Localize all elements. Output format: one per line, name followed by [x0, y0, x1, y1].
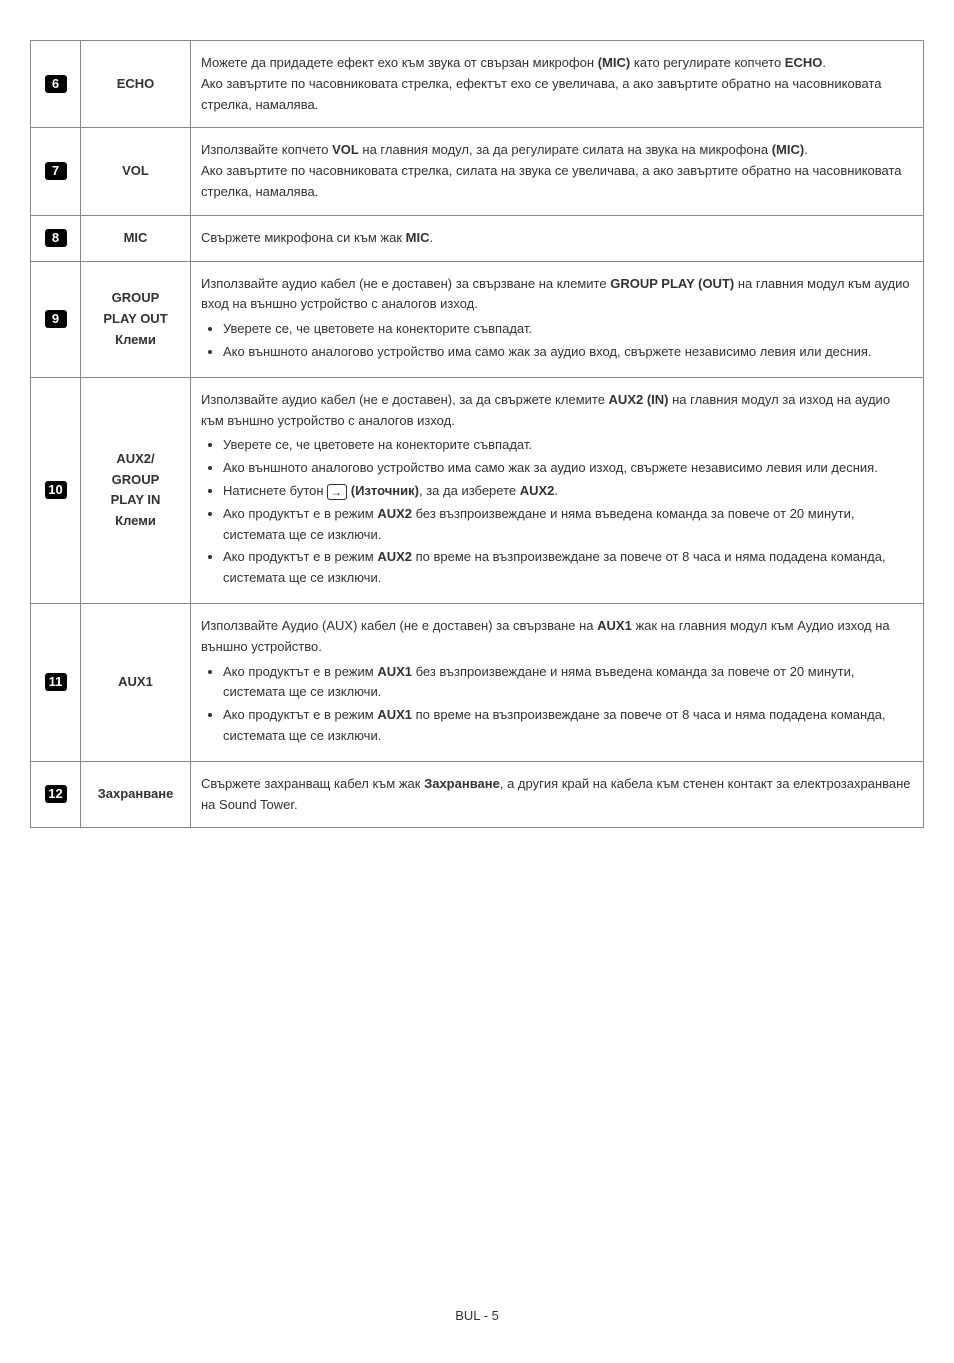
row-number-cell: 8 — [31, 215, 81, 261]
row-label-cell: AUX1 — [81, 603, 191, 761]
row-number-badge: 11 — [45, 673, 67, 691]
row-number-cell: 6 — [31, 41, 81, 128]
row-description-cell: Използвайте Аудио (AUX) кабел (не е дост… — [191, 603, 924, 761]
row-description-cell: Използвайте копчето VOL на главния модул… — [191, 128, 924, 215]
table-row: 11 AUX1Използвайте Аудио (AUX) кабел (не … — [31, 603, 924, 761]
row-number-cell: 7 — [31, 128, 81, 215]
table-row: 8 MICСвържете микрофона си към жак MIC. — [31, 215, 924, 261]
row-label-cell: AUX2/GROUPPLAY INКлеми — [81, 377, 191, 603]
row-number-badge: 6 — [45, 75, 67, 93]
row-number-badge: 10 — [45, 481, 67, 499]
row-description-cell: Свържете микрофона си към жак MIC. — [191, 215, 924, 261]
table-row: 10 AUX2/GROUPPLAY INКлемиИзползвайте ауди… — [31, 377, 924, 603]
row-number-cell: 11 — [31, 603, 81, 761]
page-footer: BUL - 5 — [30, 1308, 924, 1323]
table-row: 7 VOLИзползвайте копчето VOL на главния м… — [31, 128, 924, 215]
row-label-cell: MIC — [81, 215, 191, 261]
row-label-cell: Захранване — [81, 761, 191, 828]
spec-table: 6 ECHOМожете да придадете ефект ехо към з… — [30, 40, 924, 828]
row-description-cell: Използвайте аудио кабел (не е доставен) … — [191, 261, 924, 377]
row-label-cell: ECHO — [81, 41, 191, 128]
row-number-badge: 12 — [45, 785, 67, 803]
table-row: 9 GROUPPLAY OUTКлемиИзползвайте аудио каб… — [31, 261, 924, 377]
row-number-cell: 10 — [31, 377, 81, 603]
row-number-badge: 7 — [45, 162, 67, 180]
row-description-cell: Свържете захранващ кабел към жак Захранв… — [191, 761, 924, 828]
row-number-badge: 9 — [45, 310, 67, 328]
table-row: 6 ECHOМожете да придадете ефект ехо към з… — [31, 41, 924, 128]
row-number-cell: 12 — [31, 761, 81, 828]
row-label-cell: VOL — [81, 128, 191, 215]
table-body: 6 ECHOМожете да придадете ефект ехо към з… — [31, 41, 924, 828]
row-description-cell: Използвайте аудио кабел (не е доставен),… — [191, 377, 924, 603]
row-label-cell: GROUPPLAY OUTКлеми — [81, 261, 191, 377]
row-number-cell: 9 — [31, 261, 81, 377]
row-description-cell: Можете да придадете ефект ехо към звука … — [191, 41, 924, 128]
table-row: 12 ЗахранванеСвържете захранващ кабел към… — [31, 761, 924, 828]
row-number-badge: 8 — [45, 229, 67, 247]
